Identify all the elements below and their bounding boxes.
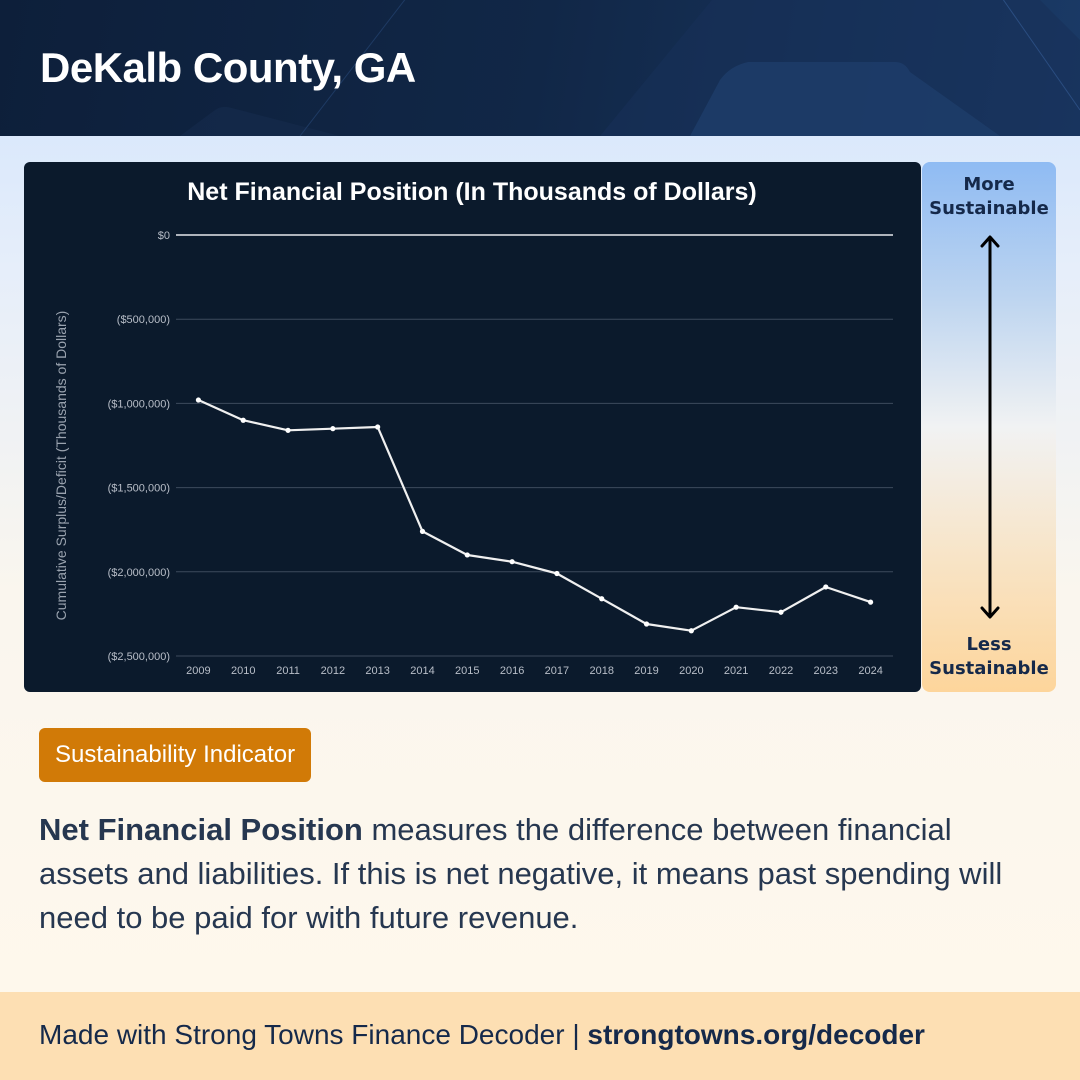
x-tick-label: 2022 xyxy=(769,665,793,677)
x-tick-label: 2010 xyxy=(231,665,255,677)
data-point xyxy=(554,570,560,577)
x-tick-label: 2013 xyxy=(365,665,389,677)
x-tick-label: 2018 xyxy=(589,665,613,677)
x-tick-label: 2012 xyxy=(321,665,345,677)
data-point xyxy=(375,424,381,430)
more-sustainable-label: More Sustainable xyxy=(929,174,1049,219)
sustainability-indicator-badge: Sustainability Indicator xyxy=(39,728,312,782)
x-tick-label: 2023 xyxy=(814,665,838,677)
x-tick-label: 2021 xyxy=(724,665,748,677)
data-point xyxy=(419,528,426,534)
description-term: Net Financial Position xyxy=(39,812,363,847)
data-point xyxy=(464,552,470,558)
less-sustainable-label: Less Sustainable xyxy=(929,634,1049,679)
chart-title: Net Financial Position (In Thousands of … xyxy=(187,178,756,206)
decorative-shapes xyxy=(180,0,1080,136)
x-tick-label: 2019 xyxy=(634,665,658,677)
footer-link[interactable]: strongtowns.org/decoder xyxy=(587,1019,925,1050)
data-point xyxy=(509,559,515,565)
data-point xyxy=(688,628,694,634)
data-point xyxy=(643,621,650,627)
data-point xyxy=(599,596,605,602)
data-point xyxy=(778,609,784,615)
data-point xyxy=(330,426,336,432)
x-tick-label: 2020 xyxy=(679,665,703,677)
y-tick-label: ($2,000,000) xyxy=(108,567,170,579)
data-line xyxy=(197,398,871,632)
x-tick-label: 2015 xyxy=(455,665,479,677)
description-paragraph: Net Financial Position measures the diff… xyxy=(39,808,1039,940)
x-tick-label: 2009 xyxy=(186,665,210,677)
data-point xyxy=(285,427,291,433)
data-point xyxy=(240,417,246,423)
y-tick-label: ($1,000,000) xyxy=(108,398,170,410)
footer: Made with Strong Towns Finance Decoder |… xyxy=(0,992,1080,1080)
y-axis-label: Cumulative Surplus/Deficit (Thousands of… xyxy=(53,311,69,621)
data-point xyxy=(867,599,874,605)
footer-credit-text: Made with Strong Towns Finance Decoder | xyxy=(39,1019,588,1050)
y-tick-label: ($2,500,000) xyxy=(108,651,170,663)
y-tick-label: ($500,000) xyxy=(117,314,170,326)
x-tick-label: 2024 xyxy=(858,665,882,677)
description-text: measures the difference between financia… xyxy=(39,812,1003,935)
footer-credit: Made with Strong Towns Finance Decoder |… xyxy=(39,1018,925,1052)
sustainability-scale: More Sustainable Less Sustainable xyxy=(922,162,1056,692)
page-title: DeKalb County, GA xyxy=(40,44,416,91)
data-point xyxy=(823,584,829,590)
line-chart: Net Financial Position (In Thousands of … xyxy=(53,178,893,677)
double-arrow-icon xyxy=(980,235,1000,619)
x-tick-label: 2017 xyxy=(545,665,569,677)
x-tick-label: 2011 xyxy=(276,665,300,677)
x-tick-label: 2014 xyxy=(410,665,434,677)
data-point xyxy=(733,604,739,610)
data-point xyxy=(195,397,202,403)
y-tick-label: $0 xyxy=(158,230,170,242)
x-tick-label: 2016 xyxy=(500,665,524,677)
header-banner: DeKalb County, GA xyxy=(0,0,1080,136)
chart-card: Net Financial Position (In Thousands of … xyxy=(24,162,921,692)
y-tick-label: ($1,500,000) xyxy=(108,483,170,495)
